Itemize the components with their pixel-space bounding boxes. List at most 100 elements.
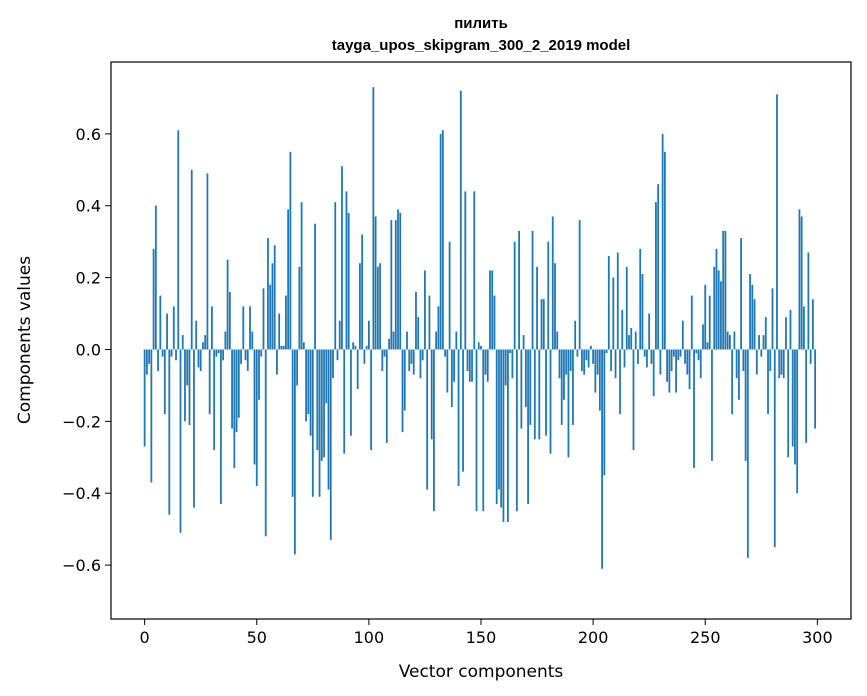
bar: [314, 223, 316, 350]
bar: [515, 349, 518, 512]
bar: [188, 349, 191, 425]
bar: [498, 349, 500, 490]
bar: [184, 349, 186, 422]
y-tick-label: 0.0: [76, 340, 101, 359]
bar: [356, 349, 359, 390]
bar: [504, 349, 507, 386]
bar: [399, 212, 402, 350]
bar: [500, 349, 503, 508]
bar: [240, 349, 242, 364]
bar: [518, 230, 521, 350]
bar: [717, 270, 720, 350]
bar: [540, 299, 543, 350]
bar: [213, 349, 216, 451]
bar: [764, 317, 767, 350]
bar: [280, 345, 283, 350]
bar: [657, 184, 660, 350]
bar: [724, 230, 727, 350]
bar: [684, 349, 686, 364]
bar: [545, 349, 547, 436]
bar: [536, 266, 538, 350]
bar: [652, 349, 655, 397]
bar: [672, 349, 675, 357]
bar: [695, 349, 698, 354]
bar: [426, 349, 429, 490]
bar: [412, 349, 415, 375]
bar: [166, 313, 168, 350]
bar: [390, 220, 393, 350]
bar: [222, 349, 225, 361]
bar: [208, 349, 211, 415]
bar: [430, 349, 433, 440]
bar: [482, 349, 485, 512]
bar: [219, 349, 222, 504]
bar: [338, 320, 341, 350]
bar: [305, 349, 307, 422]
y-tick-label: −0.4: [62, 484, 101, 503]
bar: [466, 349, 469, 372]
bar: [619, 349, 621, 415]
bar: [688, 349, 691, 390]
bar: [659, 349, 662, 375]
bar: [163, 349, 166, 415]
bar: [520, 349, 523, 429]
bar: [365, 345, 368, 350]
bar: [233, 349, 236, 469]
bar: [668, 349, 671, 393]
bar: [706, 342, 709, 350]
bar: [480, 345, 482, 350]
bar: [592, 349, 595, 364]
bar: [670, 349, 673, 372]
bar: [251, 331, 254, 350]
bar: [471, 349, 473, 382]
bar: [311, 349, 314, 497]
bar: [746, 349, 749, 558]
bar: [769, 349, 772, 372]
bar: [565, 349, 568, 375]
bar: [235, 349, 238, 433]
bar: [273, 245, 276, 350]
bar: [444, 349, 447, 357]
bar: [587, 349, 590, 368]
bar: [237, 349, 240, 418]
bar: [145, 349, 148, 375]
chart-subtitle: tayga_upos_skipgram_300_2_2019 model: [332, 37, 631, 54]
x-tick-label: 300: [802, 628, 833, 647]
bar: [697, 349, 700, 361]
bar: [424, 270, 426, 350]
bar: [255, 349, 258, 487]
bar: [737, 349, 740, 400]
bar: [157, 349, 159, 372]
bar: [276, 349, 278, 375]
bar: [486, 349, 489, 382]
bar: [607, 256, 610, 350]
bar: [206, 173, 209, 350]
bar: [152, 248, 155, 350]
bar: [367, 320, 370, 350]
y-tick-label: −0.2: [62, 412, 101, 431]
bar: [154, 205, 157, 350]
bar: [789, 309, 792, 350]
bar: [462, 349, 464, 472]
bar: [439, 133, 442, 350]
bar: [195, 320, 198, 350]
bar: [246, 349, 249, 372]
bar: [177, 130, 180, 350]
bar: [388, 338, 390, 350]
bar: [332, 349, 334, 379]
y-tick-label: 0.4: [76, 197, 101, 216]
bar: [361, 234, 364, 350]
bar: [457, 349, 460, 487]
bar: [666, 349, 669, 382]
bar: [379, 263, 381, 350]
bar: [637, 349, 639, 364]
bar: [489, 270, 491, 350]
bar: [477, 342, 480, 350]
bar: [202, 342, 204, 350]
bar: [623, 349, 626, 368]
bar: [455, 331, 458, 350]
bar: [803, 306, 805, 350]
bar: [569, 349, 572, 372]
bar: [605, 349, 608, 354]
bar: [677, 349, 680, 361]
